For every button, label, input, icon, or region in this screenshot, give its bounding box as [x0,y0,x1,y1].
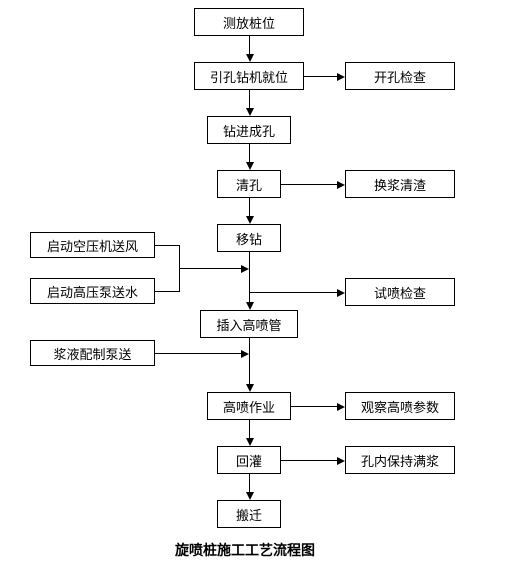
node-observe-param: 观察高喷参数 [345,392,455,420]
arrow-head-icon [241,350,249,358]
edge-line [304,76,337,77]
arrow-head-icon [246,108,254,116]
node-label: 换浆清渣 [374,175,426,194]
node-keep-full: 孔内保持满浆 [345,446,455,474]
edge-line [291,406,337,407]
node-refill: 回灌 [217,446,281,474]
node-label: 插入高喷管 [216,315,281,334]
node-drill-hole: 钻进成孔 [207,116,291,144]
arrow-head-icon [246,384,254,392]
node-label: 引孔钻机就位 [210,67,288,86]
node-spray-op: 高喷作业 [207,392,291,420]
arrow-head-icon [241,265,249,273]
node-start-pump: 启动高压泵送水 [30,278,155,304]
node-label: 测放桩位 [223,13,275,32]
edge-line [281,184,337,185]
arrow-head-icon [246,492,254,500]
node-label: 回灌 [236,451,262,470]
node-slurry-prep: 浆液配制泵送 [30,340,155,366]
node-open-check: 开孔检查 [345,62,455,90]
node-slurry-clean: 换浆清渣 [345,170,455,198]
diagram-title: 旋喷桩施工工艺流程图 [175,540,315,560]
node-label: 浆液配制泵送 [53,344,131,363]
node-label: 孔内保持满浆 [361,451,439,470]
node-survey-position: 测放桩位 [194,8,304,36]
edge-line [249,252,250,302]
edge-line [179,268,241,269]
edge-line [249,198,250,216]
node-clean-hole: 清孔 [217,170,281,198]
arrow-head-icon [337,73,345,81]
arrow-head-icon [337,289,345,297]
arrow-head-icon [246,54,254,62]
arrow-head-icon [337,181,345,189]
node-insert-pipe: 插入高喷管 [200,310,298,338]
edge-line [281,460,337,461]
edge-line [249,420,250,438]
node-label: 开孔检查 [374,67,426,86]
node-drill-position: 引孔钻机就位 [194,62,304,90]
node-label: 观察高喷参数 [361,397,439,416]
edge-line [249,474,250,492]
arrow-head-icon [246,162,254,170]
edge-line [249,90,250,108]
edge-line [249,36,250,54]
node-label: 高喷作业 [223,397,275,416]
edge-line [249,144,250,162]
node-test-spray: 试喷检查 [345,278,455,306]
edge-line [155,245,179,246]
edge-line [249,292,337,293]
arrow-head-icon [337,403,345,411]
edge-line [155,291,179,292]
node-label: 搬迁 [236,505,262,524]
node-label: 启动空压机送风 [47,236,138,255]
edge-line [155,353,241,354]
node-label: 启动高压泵送水 [47,282,138,301]
node-label: 移钻 [236,229,262,248]
node-label: 试喷检查 [374,283,426,302]
arrow-head-icon [246,438,254,446]
node-label: 清孔 [236,175,262,194]
node-start-air: 启动空压机送风 [30,232,155,258]
arrow-head-icon [246,216,254,224]
arrow-head-icon [246,302,254,310]
node-label: 钻进成孔 [223,121,275,140]
title-text: 旋喷桩施工工艺流程图 [175,544,315,559]
node-relocate: 搬迁 [217,500,281,528]
node-move-drill: 移钻 [217,224,281,252]
edge-line [249,338,250,384]
arrow-head-icon [337,457,345,465]
